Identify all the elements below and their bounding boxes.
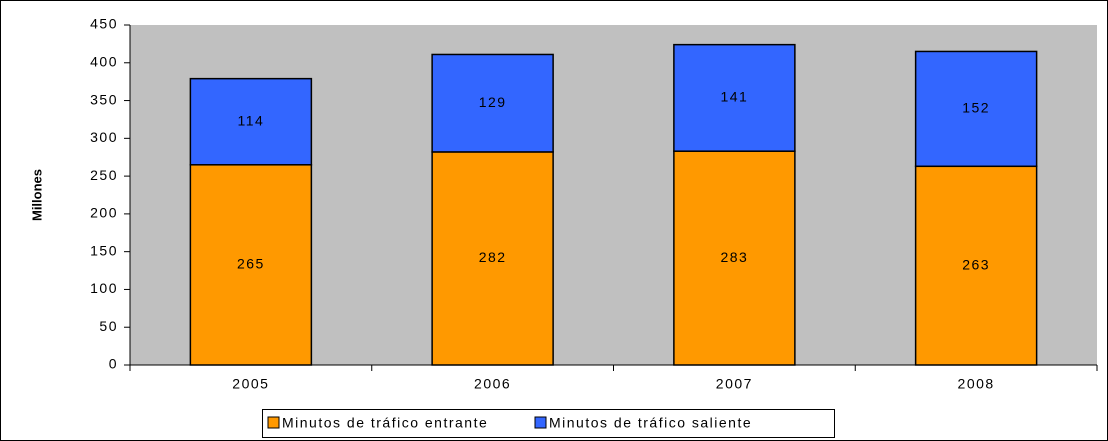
bar-segment [431, 53, 554, 153]
y-tick-label: 350 [90, 91, 118, 107]
bar-segment [673, 150, 796, 366]
y-tick-label: 50 [99, 318, 118, 334]
y-tick-label: 300 [90, 129, 118, 145]
data-label: 263 [962, 256, 990, 272]
legend-swatch [534, 416, 547, 429]
legend [262, 409, 835, 438]
legend-label: Minutos de tráfico entrante [282, 415, 488, 431]
data-label: 152 [962, 100, 990, 116]
legend-swatch [267, 416, 280, 429]
y-tick-label: 450 [90, 16, 118, 32]
y-tick-label: 400 [90, 53, 118, 69]
x-tick-label: 2005 [232, 376, 269, 392]
y-tick-label: 100 [90, 280, 118, 296]
data-label: 114 [237, 112, 264, 128]
bar-segment [189, 77, 313, 166]
x-tick-label: 2006 [474, 376, 511, 392]
bar-segment [914, 165, 1038, 366]
bar-segment [673, 43, 796, 152]
bar-segment [431, 151, 554, 366]
data-label: 282 [479, 249, 507, 265]
data-label: 265 [237, 256, 265, 272]
y-axis-label: Millones [29, 169, 44, 221]
data-label: 141 [720, 89, 748, 105]
legend-label: Minutos de tráfico saliente [549, 415, 752, 431]
data-label: 129 [479, 94, 507, 110]
x-tick-label: 2007 [716, 376, 753, 392]
bar-segment [914, 50, 1038, 168]
data-label: 283 [720, 249, 748, 265]
y-tick-label: 200 [90, 205, 118, 221]
y-tick-label: 250 [90, 167, 118, 183]
bar-segment [189, 164, 313, 366]
y-tick-label: 0 [109, 356, 118, 372]
y-tick-label: 150 [90, 242, 118, 258]
x-tick-label: 2008 [958, 376, 995, 392]
